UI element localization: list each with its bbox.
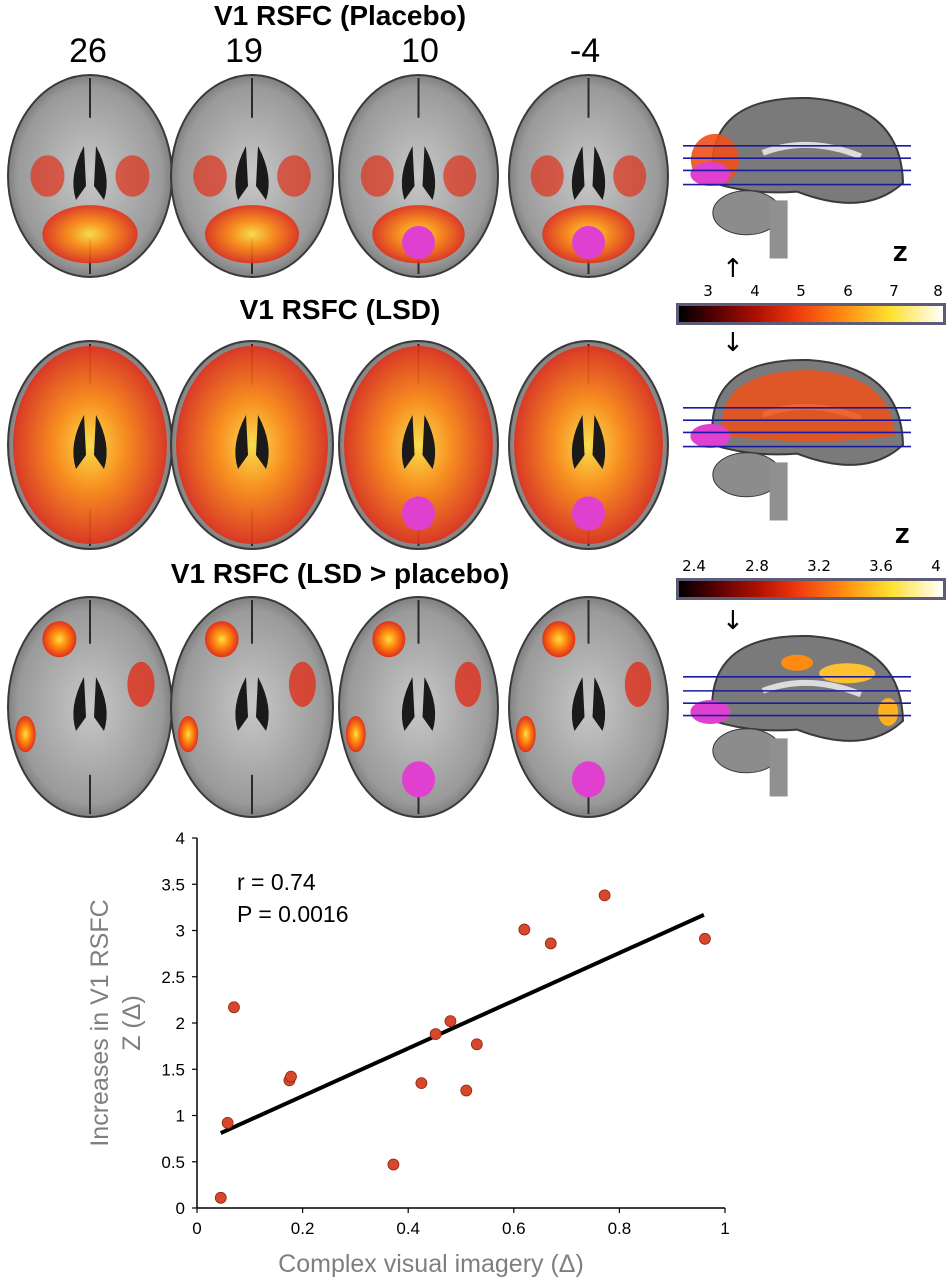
scatter-point: [285, 1070, 297, 1083]
scatter-point: [444, 1015, 457, 1028]
scatter-point: [429, 1028, 442, 1041]
axial-slice-lsd-1: [170, 340, 334, 550]
colorbar-top-tick: 5: [796, 282, 806, 300]
lsd-panel-title: V1 RSFC (LSD): [239, 294, 441, 325]
x-tick-label: 1: [720, 1219, 729, 1238]
x-tick-label: 0.4: [396, 1219, 420, 1238]
scatter-point: [460, 1084, 473, 1097]
y-tick-label: 0: [176, 1199, 185, 1218]
axial-slice-lsd-0: [7, 340, 173, 550]
scatter-point: [598, 889, 611, 902]
annotation-p: P = 0.0016: [237, 901, 349, 927]
slice-label-neg4: -4: [569, 32, 601, 70]
colorbar-bottom-ticks: 2.4 2.8 3.2 3.6 4: [676, 557, 944, 577]
regression-line: [219, 912, 705, 1135]
axial-slice-lsd-2: [338, 340, 499, 550]
annotation-r: r = 0.74: [237, 869, 316, 895]
scatter-point: [214, 1191, 227, 1204]
colorbar-top-tick: 8: [933, 282, 943, 300]
colorbar-top: [676, 303, 946, 325]
sagittal-view-placebo: [683, 96, 911, 259]
y-tick-label: 1: [176, 1107, 185, 1126]
colorbar-top-ticks: 3 4 5 6 7 8: [676, 282, 944, 302]
x-tick-label: 0.2: [291, 1219, 315, 1238]
placebo-panel-title: V1 RSFC (Placebo): [213, 0, 467, 31]
slice-label-26: 26: [69, 32, 107, 70]
axial-slice-placebo-2: [338, 74, 499, 278]
axial-slice-placebo-1: [170, 74, 334, 278]
colorbar-top-label: Z: [893, 242, 908, 266]
axial-slice-placebo-0: [7, 74, 173, 278]
scatter-point: [387, 1158, 400, 1171]
colorbar-bottom: [676, 578, 946, 600]
axial-slice-diff-0: [7, 596, 173, 818]
y-tick-label: 2.5: [161, 968, 185, 987]
diff-panel-title: V1 RSFC (LSD > placebo): [170, 558, 510, 589]
colorbar-top-tick: 6: [843, 282, 853, 300]
colorbar-bottom-tick: 3.2: [807, 557, 831, 575]
colorbar-bottom-tick: 3.6: [869, 557, 893, 575]
axial-slice-diff-2: [338, 596, 499, 818]
scatter-point: [415, 1077, 428, 1090]
slice-label-19: 19: [225, 32, 263, 70]
up-arrow-icon: ↑: [722, 254, 744, 284]
colorbar-bottom-tick: 2.8: [745, 557, 769, 575]
axial-slice-placebo-3: [508, 74, 669, 278]
axial-slice-diff-1: [170, 596, 334, 818]
axial-slice-lsd-3: [508, 340, 669, 550]
y-tick-label: 3.5: [161, 875, 185, 894]
axial-slice-diff-3: [508, 596, 669, 818]
y-tick-label: 4: [176, 829, 185, 848]
x-tick-label: 0.8: [608, 1219, 632, 1238]
colorbar-top-tick: 7: [889, 282, 899, 300]
x-tick-label: 0: [192, 1219, 201, 1238]
down-arrow-icon: ↓: [722, 328, 744, 358]
colorbar-top-tick: 3: [703, 282, 713, 300]
x-axis-label: Complex visual imagery (Δ): [278, 1250, 584, 1278]
colorbar-top-tick: 4: [750, 282, 760, 300]
y-axis-label-line1: Increases in V1 RSFC: [86, 899, 114, 1146]
colorbar-bottom-tick: 2.4: [682, 557, 706, 575]
y-tick-label: 0.5: [161, 1153, 185, 1172]
y-tick-label: 2: [176, 1014, 185, 1033]
x-tick-label: 0.6: [502, 1219, 526, 1238]
slice-label-10: 10: [401, 32, 439, 70]
scatter-point: [470, 1038, 483, 1051]
scatter-point: [699, 932, 711, 945]
scatter-plot: 0 0.5 1 1.5 2 2.5 3 3.5 4 0 0.2 0.4 0.6 0.8 1 r = 0.74 P…: [86, 829, 730, 1278]
colorbar-bottom-tick: 4: [931, 557, 941, 575]
scatter-point: [544, 937, 557, 950]
colorbar-bottom-label: Z: [895, 524, 910, 548]
scatter-point: [518, 923, 531, 936]
y-tick-label: 1.5: [161, 1060, 185, 1079]
sagittal-view-lsd: [683, 358, 911, 521]
y-axis-label-line2: Z (Δ): [118, 995, 146, 1051]
sagittal-view-diff: [683, 634, 911, 797]
scatter-point: [221, 1116, 234, 1129]
scatter-point: [228, 1001, 240, 1014]
y-tick-label: 3: [176, 922, 185, 941]
down-arrow-icon: ↓: [722, 606, 744, 636]
